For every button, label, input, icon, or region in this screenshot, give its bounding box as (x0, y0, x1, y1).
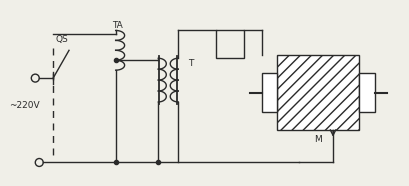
Text: TA: TA (112, 22, 123, 31)
Text: M: M (314, 135, 321, 144)
Text: ~220V: ~220V (9, 101, 40, 110)
Bar (277, 55, 358, 130)
Text: T: T (188, 59, 193, 68)
Text: QS: QS (55, 35, 68, 44)
Bar (216, 31, 243, 58)
Bar (261, 73, 277, 112)
Bar (358, 73, 374, 112)
